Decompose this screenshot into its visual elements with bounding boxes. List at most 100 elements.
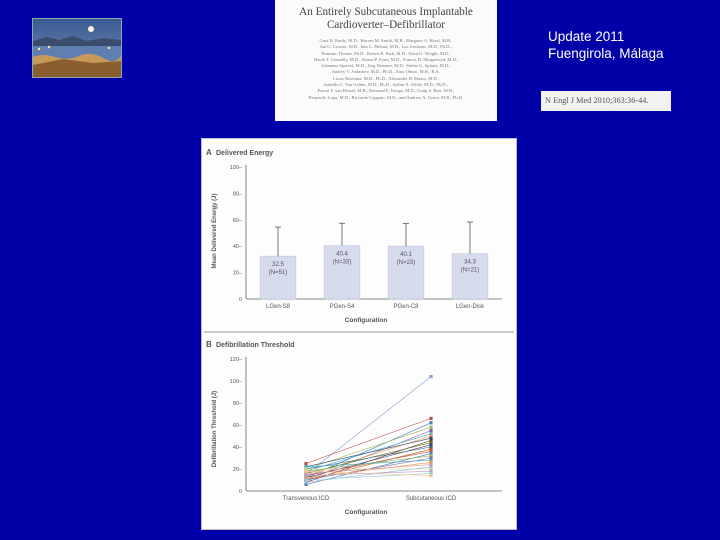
series-point bbox=[429, 416, 433, 420]
y-tick-label: 20– bbox=[233, 467, 243, 473]
bar-n-label: (N=33) bbox=[333, 260, 352, 266]
series-line bbox=[305, 446, 432, 470]
paper-title: An Entirely Subcutaneous Implantable Car… bbox=[275, 0, 497, 32]
series-point bbox=[304, 480, 308, 484]
series-point bbox=[304, 467, 308, 471]
figure-charts: A Delivered Energy Mean Delivered Energy… bbox=[204, 148, 514, 516]
y-tick-label: 60– bbox=[233, 218, 243, 224]
y-tick-label: 40– bbox=[233, 244, 243, 250]
author-line: Dominic Theuns, Ph.D., Robert E. Park, M… bbox=[321, 50, 451, 56]
series-point bbox=[429, 421, 433, 425]
series-point bbox=[304, 482, 308, 486]
y-tick-label: 0 bbox=[239, 297, 242, 303]
panel-a-title: Delivered Energy bbox=[216, 150, 273, 157]
bar-value-label: 34.3 bbox=[464, 260, 476, 266]
bar-n-label: (N=23) bbox=[397, 260, 416, 266]
bar-n-label: (N=51) bbox=[269, 270, 288, 276]
author-line: Gust H. Bardy, M.D., Warren M. Smith, M.… bbox=[319, 38, 453, 43]
series-point bbox=[304, 478, 308, 482]
bar bbox=[451, 253, 489, 300]
y-tick-label: 100– bbox=[230, 379, 243, 385]
panel-b-ylabel: Defibrillation Threshold (J) bbox=[212, 391, 218, 467]
series-point bbox=[429, 449, 433, 453]
panel-b-title: Defibrillation Threshold bbox=[216, 342, 295, 349]
series-point bbox=[429, 438, 433, 442]
series-point bbox=[429, 463, 433, 467]
panel-b-xlabel: Configuration bbox=[345, 509, 388, 516]
x-tick-label: PGen-C8 bbox=[393, 304, 419, 310]
series-point bbox=[429, 471, 433, 475]
y-tick-label: 100– bbox=[230, 165, 243, 171]
series-point bbox=[304, 469, 308, 473]
x-tick-label: LGen-Disk bbox=[456, 304, 485, 310]
x-tick-label: LGen-S8 bbox=[266, 304, 291, 310]
series-point bbox=[304, 461, 308, 466]
series-line bbox=[305, 444, 432, 479]
update-text: Update 2011 Fuengirola, Málaga bbox=[548, 28, 664, 62]
series-point bbox=[429, 467, 433, 471]
paper-authors: Gust H. Bardy, M.D., Warren M. Smith, M.… bbox=[275, 32, 497, 101]
figure-panel: A Delivered Energy Mean Delivered Energy… bbox=[201, 138, 517, 530]
bar bbox=[323, 245, 361, 300]
y-tick-label: 40– bbox=[233, 445, 243, 451]
series-point bbox=[304, 476, 308, 480]
author-line: Isabelle C. Van Gelder, M.D., Ph.D., Art… bbox=[324, 82, 448, 88]
author-line: Andrey V. Ardashev, M.D., Ph.D., Amo Odu… bbox=[331, 69, 441, 75]
bar-value-label: 32.5 bbox=[272, 262, 284, 268]
author-line: Pascal F. van Dessel, M.B., Reinoud E. K… bbox=[317, 88, 455, 94]
series-point bbox=[429, 425, 433, 429]
series-point bbox=[304, 474, 308, 478]
series-line bbox=[305, 418, 432, 464]
series-point bbox=[429, 432, 433, 436]
panel-a-xlabel: Configuration bbox=[345, 317, 388, 324]
y-tick-label: 120– bbox=[230, 357, 243, 363]
series-point bbox=[429, 465, 433, 469]
series-point bbox=[429, 474, 433, 478]
author-line: Lucas Boersma, M.D., Ph.D., Alexander H.… bbox=[332, 75, 440, 81]
series-point bbox=[429, 434, 433, 438]
series-point bbox=[429, 375, 433, 379]
paper-title-card: An Entirely Subcutaneous Implantable Car… bbox=[275, 0, 497, 121]
author-line: Johannes Sperzel, M.D., Jörg Neuzner, M.… bbox=[321, 63, 451, 69]
beach-photo bbox=[32, 18, 122, 78]
series-line bbox=[305, 376, 432, 475]
panel-b-letter: B bbox=[206, 340, 212, 349]
author-line: Pierpaolo Lupo, M.D., Riccardo Cappato, … bbox=[308, 94, 464, 100]
series-point bbox=[429, 428, 433, 433]
panel-b-plot: 0 20– 40– 60– 80– 100– 120– Transvenous ICD Subc… bbox=[230, 357, 502, 502]
panel-a-letter: A bbox=[206, 148, 212, 157]
series-line bbox=[305, 462, 432, 479]
series-point bbox=[429, 441, 433, 445]
y-tick-label: 80– bbox=[233, 191, 243, 197]
x-tick-label: Transvenous ICD bbox=[283, 496, 330, 502]
y-tick-label: 20– bbox=[233, 271, 243, 277]
series-point bbox=[429, 443, 433, 447]
series-line bbox=[305, 473, 432, 481]
series-line bbox=[305, 466, 432, 483]
series-point bbox=[304, 471, 308, 475]
paper-title-line-1: An Entirely Subcutaneous Implantable bbox=[299, 6, 473, 18]
bar-value-label: 40.1 bbox=[400, 252, 412, 258]
series-point bbox=[429, 456, 433, 460]
series-point bbox=[429, 469, 433, 473]
y-tick-label: 0 bbox=[239, 489, 242, 495]
bar bbox=[259, 255, 297, 300]
series-point bbox=[429, 445, 433, 449]
update-line-2: Fuengirola, Málaga bbox=[548, 46, 664, 61]
x-tick-label: PGen-S4 bbox=[330, 304, 355, 310]
series-point bbox=[429, 454, 433, 458]
panel-a-plot: 0 20– 40– 60– 80– 100– 32.5 (N=51) LGen-S8 40.4 (N… bbox=[230, 165, 502, 310]
series-point bbox=[429, 447, 433, 451]
series-line bbox=[305, 435, 432, 476]
author-line: Ian G. Crozier, M.B., Iain C. Melton, M.… bbox=[320, 44, 452, 50]
series-point bbox=[429, 436, 433, 440]
y-tick-label: 60– bbox=[233, 423, 243, 429]
series-line bbox=[305, 470, 432, 476]
series-point bbox=[429, 460, 433, 464]
journal-citation: N Engl J Med 2010;363:36-44. bbox=[541, 91, 671, 111]
series-point bbox=[429, 458, 433, 462]
panel-a-ylabel: Mean Delivered Energy (J) bbox=[212, 193, 218, 268]
y-tick-label: 80– bbox=[233, 401, 243, 407]
series-point bbox=[429, 452, 433, 456]
series-line bbox=[305, 459, 432, 468]
